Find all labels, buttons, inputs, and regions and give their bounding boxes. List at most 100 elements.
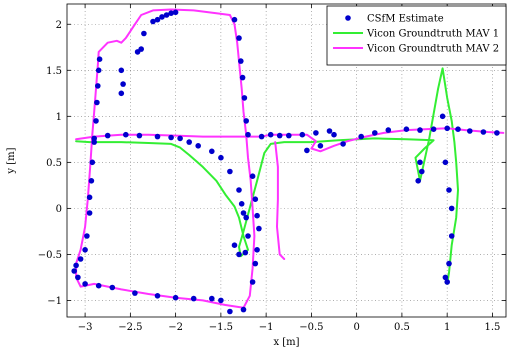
series-line-1 <box>75 67 459 285</box>
estimate-point <box>446 187 452 193</box>
estimate-point <box>241 95 248 101</box>
estimate-point <box>209 148 215 155</box>
estimate-point <box>417 159 423 166</box>
estimate-point <box>258 133 265 140</box>
x-tick-label: −2 <box>168 322 183 333</box>
x-tick-label: −3 <box>78 322 93 333</box>
estimate-point <box>88 178 95 184</box>
estimate-point <box>163 12 170 18</box>
estimate-point <box>419 168 425 175</box>
estimate-point <box>168 10 174 16</box>
estimate-point <box>82 281 88 287</box>
estimate-point <box>150 18 156 25</box>
estimate-point <box>236 35 242 41</box>
estimate-point <box>154 133 161 140</box>
estimate-point <box>73 262 79 269</box>
legend-entry: CSfM Estimate <box>367 14 444 25</box>
x-tick-label: 0 <box>353 322 359 333</box>
estimate-point <box>448 205 455 212</box>
estimate-point <box>104 132 111 139</box>
estimate-point <box>209 295 215 302</box>
estimate-point <box>94 99 100 106</box>
estimate-point <box>326 128 333 134</box>
estimate-point <box>245 131 251 138</box>
estimate-point <box>240 306 247 313</box>
estimate-point <box>218 154 224 161</box>
estimate-point <box>93 118 99 124</box>
y-axis-label: y [m] <box>6 147 17 174</box>
x-axis-label: x [m] <box>273 337 299 348</box>
estimate-point <box>227 168 233 175</box>
estimate-point <box>172 9 179 16</box>
estimate-point <box>71 268 77 274</box>
estimate-point <box>123 131 129 138</box>
estimate-point <box>82 247 88 253</box>
x-tick-label: −1.5 <box>209 322 233 333</box>
estimate-point <box>494 130 500 136</box>
estimate-point <box>313 130 319 136</box>
estimate-point <box>138 46 144 52</box>
estimate-point <box>120 81 126 87</box>
x-tick-label: 1 <box>444 322 450 333</box>
estimate-point <box>86 210 93 216</box>
series-line-3 <box>75 127 505 153</box>
estimate-point <box>243 118 249 124</box>
y-tick-label: −1 <box>47 296 62 307</box>
axes-frame <box>66 3 507 318</box>
estimate-point <box>455 126 461 132</box>
estimate-point <box>304 147 310 154</box>
y-tick-label: 0 <box>56 204 62 215</box>
estimate-point <box>242 249 249 256</box>
estimate-point <box>91 135 97 142</box>
estimate-point <box>96 56 103 62</box>
legend-box <box>326 5 507 66</box>
estimate-point <box>417 127 423 133</box>
legend-entry: Vicon Groundtruth MAV 1 <box>366 29 499 40</box>
estimate-point <box>276 132 283 139</box>
y-tick-label: 0.5 <box>46 158 62 169</box>
estimate-point <box>446 260 452 267</box>
estimate-point <box>252 196 259 202</box>
estimate-point <box>227 308 233 315</box>
estimate-point <box>190 295 197 302</box>
legend: CSfM Estimate Vicon Groundtruth MAV 1 Vico… <box>326 5 507 66</box>
estimate-point <box>238 58 244 64</box>
estimate-point <box>267 131 274 138</box>
estimate-point <box>256 225 262 232</box>
estimate-point <box>249 279 256 285</box>
estimate-point <box>141 30 147 37</box>
estimate-point <box>340 141 346 147</box>
estimate-point <box>286 132 292 139</box>
estimate-point <box>245 233 251 239</box>
estimate-point <box>218 297 224 304</box>
estimate-point <box>77 256 84 262</box>
estimate-point <box>243 214 249 221</box>
estimate-point <box>467 128 473 134</box>
y-tick-label: 1.5 <box>46 66 62 77</box>
estimate-point <box>118 90 125 97</box>
estimate-point <box>254 247 260 253</box>
estimate-point <box>75 274 81 281</box>
estimate-point <box>86 194 93 201</box>
estimate-point <box>444 279 451 285</box>
estimate-point <box>109 284 116 291</box>
x-tick-label: 0.5 <box>394 322 410 333</box>
x-tick-label: −2.5 <box>118 322 142 333</box>
estimate-point <box>172 294 179 301</box>
estimate-point <box>118 67 125 74</box>
estimate-point <box>448 233 455 239</box>
estimate-point <box>238 201 245 207</box>
estimate-point <box>372 130 378 136</box>
estimate-point <box>136 132 143 139</box>
estimate-point <box>95 282 102 289</box>
estimate-point <box>480 129 487 135</box>
estimate-point <box>358 133 365 140</box>
estimate-point <box>159 14 165 20</box>
series-markers <box>71 9 500 315</box>
estimate-point <box>236 187 242 193</box>
estimate-point <box>95 83 101 89</box>
ticks: −3 −2.5 −2 −1.5 −1 −0.5 0 0.5 1 1.5 −1 −0.5 0 0.5 1 1.5… <box>38 4 506 333</box>
estimate-point <box>252 260 259 267</box>
estimate-point <box>177 135 183 142</box>
estimate-point <box>132 290 138 296</box>
